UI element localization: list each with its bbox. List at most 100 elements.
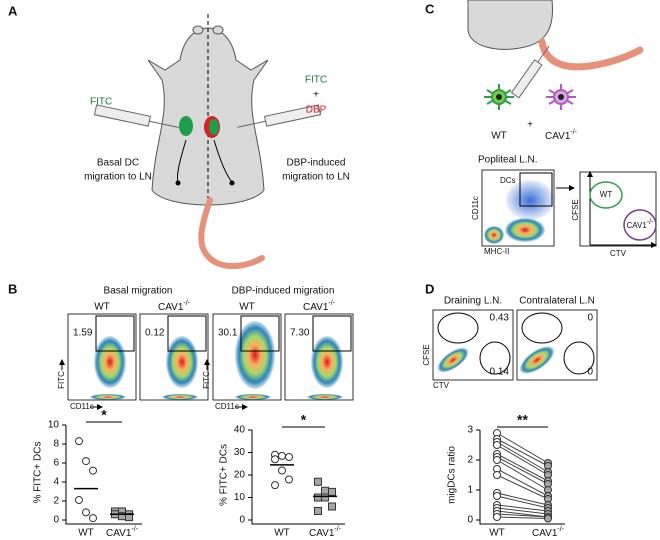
pair-line (496, 507, 549, 515)
pair-line (496, 495, 549, 509)
axis-label: FITC (57, 371, 66, 389)
data-point (321, 493, 329, 502)
gate-value: 0 (587, 367, 593, 378)
data-point (278, 451, 286, 460)
pair-line (496, 441, 549, 473)
data-point (328, 502, 336, 511)
injection-site (179, 116, 193, 136)
density (166, 336, 198, 388)
y-tick-label: 3 (467, 425, 473, 436)
significance: ** (517, 412, 528, 428)
data-point (493, 456, 501, 464)
gate (167, 315, 207, 352)
label: DBP (306, 105, 327, 116)
y-tick-label: 4 (53, 477, 59, 488)
lymph-vessel (213, 139, 233, 183)
pair-line (496, 504, 549, 512)
gate (240, 315, 280, 352)
data-point (89, 466, 97, 475)
syringe (237, 104, 322, 128)
pair-line (496, 474, 549, 500)
axis-label: FITC (202, 371, 211, 389)
gate (312, 315, 352, 352)
cell-cav1 (546, 84, 576, 110)
panel-c: C WT + CAV1-/- Popliteal L.N. DCs CD11c … (425, 0, 657, 258)
axis-label: CTV (610, 249, 627, 258)
y-tick-label: 0 (239, 515, 245, 526)
y-tick-label: 10 (234, 492, 246, 503)
data-point (493, 471, 501, 479)
mouse-body (467, 0, 554, 50)
y-axis-label: % FITC+ DCs (33, 442, 44, 504)
axis-label: CFSE (422, 344, 431, 365)
data-point (314, 493, 322, 502)
density (484, 226, 504, 244)
gate (95, 315, 135, 352)
mouse-tail (538, 38, 644, 71)
data-point (75, 437, 83, 446)
axis-label: CFSE (571, 199, 580, 220)
gate-label: DCs (500, 176, 516, 185)
y-axis-label: % FITC+ DCs (219, 444, 230, 506)
density (519, 346, 555, 374)
axis (479, 430, 565, 525)
mouse-body (147, 27, 269, 206)
y-tick-label: 40 (234, 425, 246, 436)
axis-label: CTV (433, 381, 450, 390)
data-point (89, 514, 97, 523)
panel-letter: B (8, 281, 17, 296)
panel-b: B Basal migration WT 1.59 CAV1-/- 0.12 FITC CD… (8, 281, 354, 411)
data-point (82, 457, 90, 466)
pair-line (496, 492, 549, 506)
genotype-label: WT (239, 302, 255, 313)
injection-site (209, 119, 219, 135)
panel-letter: A (8, 3, 18, 18)
label: CAV1-/- (545, 129, 578, 141)
gate (563, 341, 595, 375)
label: FITC (90, 97, 112, 108)
y-tick-label: 2 (53, 496, 59, 507)
genotype-label: CAV1-/- (158, 300, 191, 312)
x-tick-label: WT (489, 528, 505, 539)
density (506, 180, 554, 220)
pair-line (496, 459, 549, 491)
density (505, 218, 545, 242)
label: FITC (305, 75, 327, 86)
x-tick-label: WT (274, 528, 290, 539)
pair-line (496, 456, 549, 485)
axis-label: MHC-II (484, 247, 509, 256)
pair-line (496, 453, 549, 482)
density (437, 347, 469, 373)
y-tick-label: 0 (467, 515, 473, 526)
data-point (493, 513, 501, 521)
caption: migration to LN (282, 172, 350, 183)
y-tick-label: 0 (53, 515, 59, 526)
y-tick-label: 8 (53, 439, 59, 450)
gate (623, 209, 657, 241)
panel-d: D Draining L.N. 0.43 0.14 Contralateral L.N… (422, 281, 598, 390)
panel-a: A FITC FITC + DBP Basal DC migration to … (8, 3, 350, 270)
label: WT (491, 131, 507, 142)
data-point (328, 487, 336, 496)
syringe (510, 45, 550, 99)
significance: * (101, 407, 107, 423)
genotype-label: WT (94, 302, 110, 313)
axis-label: CD11c (215, 402, 239, 411)
mouse-tail (198, 197, 265, 270)
gate-label: WT (600, 190, 613, 199)
density (235, 394, 271, 400)
panel-letter: D (425, 281, 434, 296)
syringe (93, 104, 179, 128)
plot-title: Draining L.N. (444, 296, 502, 307)
lymph-node (229, 180, 235, 186)
lymph-vessel (177, 139, 187, 183)
data-point (82, 508, 90, 517)
gate-value: 1.59 (73, 328, 93, 339)
data-point (75, 496, 83, 505)
mouse-ear (212, 25, 224, 35)
data-point (271, 481, 279, 490)
y-tick-label: 10 (48, 420, 60, 431)
data-point (278, 466, 286, 475)
gate (437, 312, 479, 344)
